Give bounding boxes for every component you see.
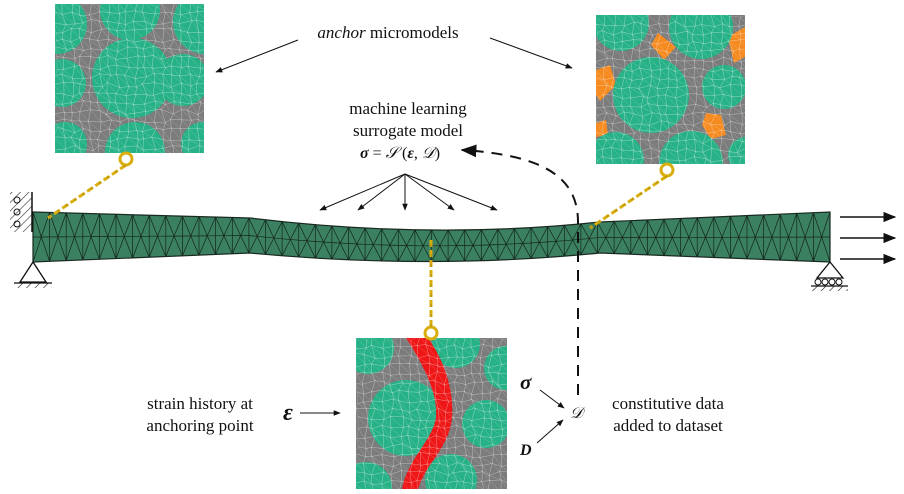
surrogate-arrows: [319, 173, 498, 211]
constitutive-label-line1: constitutive data: [612, 394, 724, 413]
strain-label-line2: anchoring point: [146, 416, 253, 435]
output-D: D: [519, 442, 532, 459]
micromodel-top-right: [596, 15, 745, 164]
eq-paren-close: ): [435, 145, 440, 162]
pin-support-left: [14, 260, 52, 288]
arrow-D-to-dataset: [536, 419, 564, 444]
eq-comma: ,: [414, 145, 422, 162]
chain-links: [47, 164, 668, 327]
output-sigma: σ: [520, 370, 532, 394]
micromodels-word: micromodels: [366, 23, 459, 42]
eq-epsilon: ε: [407, 145, 414, 162]
micromodel-mesh-lines: [55, 4, 204, 153]
strain-label-line1: strain history at: [147, 394, 253, 413]
micromodel-bottom: [356, 338, 507, 489]
eq-equals: =: [369, 145, 386, 162]
eq-sigma: σ: [360, 145, 369, 162]
eq-paren-open: (: [398, 145, 407, 162]
arrow-to-micromodel-right: [489, 37, 573, 69]
dashed-feedback-arrow: [460, 144, 579, 395]
load-arrows: [840, 211, 897, 265]
strain-epsilon: ε: [283, 400, 293, 426]
micromodel-top-left: [55, 4, 204, 153]
ml-label-line1: machine learning: [349, 99, 467, 118]
ml-label-line2: surrogate model: [353, 121, 463, 140]
roller-support-right: [811, 260, 848, 291]
arrow-to-micromodel-left: [215, 39, 299, 73]
beam-mesh-lines: [32, 211, 831, 263]
beam-mesh: [32, 211, 831, 263]
constitutive-label-line2: added to dataset: [613, 416, 723, 435]
micromodel-mesh-lines: [596, 15, 745, 164]
fixed-support-left: [10, 192, 33, 232]
anchor-micromodels-label: anchor micromodels: [317, 23, 458, 42]
anchor-word: anchor: [317, 23, 366, 42]
eq-D: 𝒟: [422, 145, 438, 162]
dataset-D: 𝒟: [570, 405, 586, 422]
arrow-sigma-to-dataset: [539, 389, 565, 409]
micromodel-mesh-lines: [356, 338, 507, 489]
surrogate-equation: σ = 𝒮 (ε, 𝒟): [360, 145, 440, 162]
